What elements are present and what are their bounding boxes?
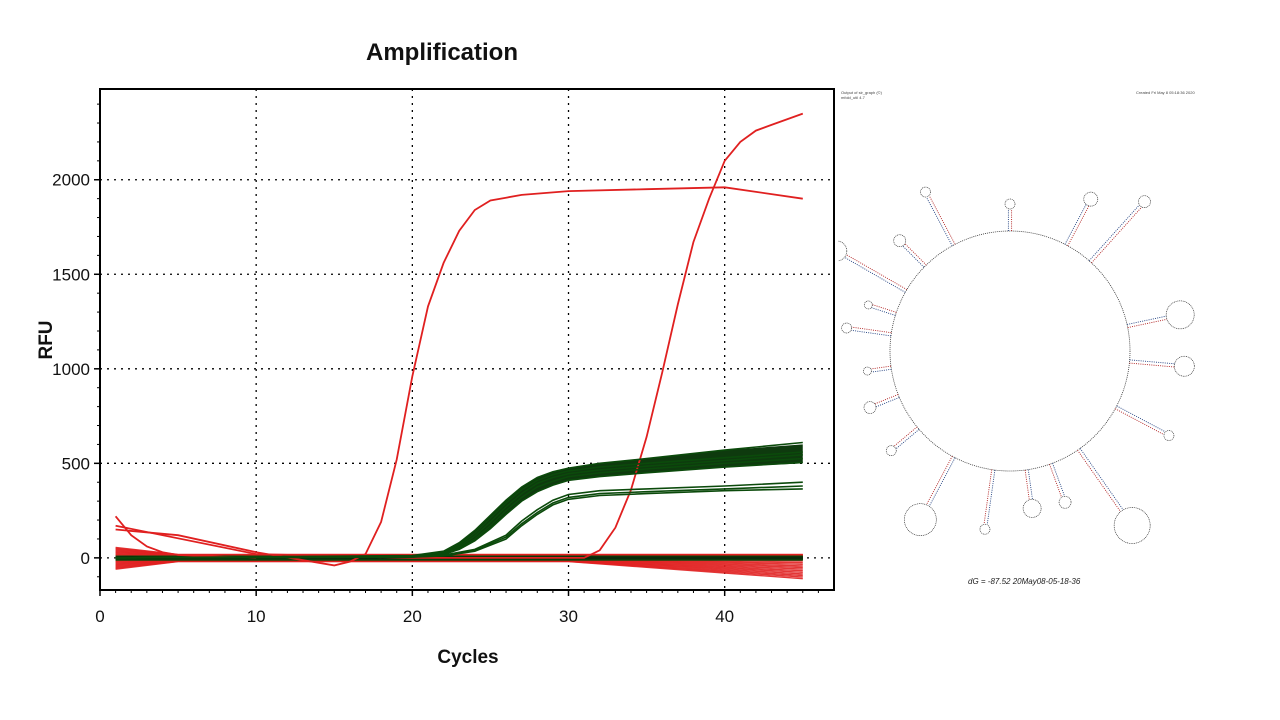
series-line-red-0 bbox=[115, 186, 803, 567]
rna-secondary-structure: Output of sir_graph (©) mfold_util 4.7 C… bbox=[838, 90, 1195, 586]
stem-strand bbox=[1129, 362, 1175, 368]
stem-strand bbox=[1127, 318, 1167, 329]
stem-strand bbox=[1114, 408, 1164, 435]
hairpin-loop bbox=[1022, 499, 1042, 518]
hairpin-loop bbox=[863, 300, 873, 310]
hairpin-loop bbox=[1058, 495, 1072, 509]
plot-frame bbox=[99, 88, 835, 591]
rna-header-left: Output of sir_graph (©) bbox=[841, 90, 883, 95]
hairpin-loop bbox=[1138, 195, 1151, 208]
y-tick-label: 0 bbox=[81, 549, 90, 568]
hairpin-loop bbox=[1004, 198, 1016, 210]
energy-label: dG = -87.52 20May08-05-18-36 bbox=[968, 577, 1081, 586]
stem-strand bbox=[871, 365, 892, 370]
stem-strand bbox=[871, 368, 892, 373]
stem-strand bbox=[926, 197, 953, 247]
stem-strand bbox=[928, 195, 956, 245]
axes bbox=[94, 88, 835, 596]
series-line-green-4 bbox=[115, 454, 803, 559]
stem-strand bbox=[846, 254, 908, 291]
rna-header-left-2: mfold_util 4.7 bbox=[841, 95, 866, 100]
stem-strand bbox=[1116, 405, 1166, 433]
stem-strand bbox=[851, 329, 892, 337]
hairpin-loop bbox=[1083, 191, 1099, 207]
stem-strand bbox=[1077, 449, 1121, 512]
y-tick-label: 500 bbox=[62, 454, 90, 473]
stem-strand bbox=[1064, 204, 1087, 245]
stem-strand bbox=[1067, 205, 1090, 247]
stem-strand bbox=[893, 426, 918, 447]
y-tick-label: 1000 bbox=[52, 360, 90, 379]
stem-strand bbox=[1126, 315, 1167, 325]
hairpin-loop bbox=[979, 523, 991, 535]
stem-strand bbox=[1027, 469, 1033, 500]
stem-strand bbox=[1049, 464, 1062, 498]
hairpin-loop bbox=[841, 322, 852, 334]
stem-strand bbox=[871, 307, 896, 316]
hairpin-loop bbox=[838, 240, 848, 262]
stem-strand bbox=[1088, 204, 1140, 262]
rna-header-right: Created Fri May 8 05:18:36 2020 bbox=[1136, 90, 1195, 95]
stem-strand bbox=[983, 469, 993, 525]
stem-strand bbox=[904, 243, 927, 266]
hairpin-loop bbox=[863, 366, 872, 376]
stem-strand bbox=[1091, 206, 1143, 264]
hairpin-loop bbox=[1165, 300, 1195, 330]
hairpin-loop bbox=[920, 186, 931, 198]
x-tick-label: 40 bbox=[715, 607, 734, 626]
stem-strand bbox=[895, 429, 920, 449]
stem-strand bbox=[844, 256, 906, 293]
x-tick-label: 20 bbox=[403, 607, 422, 626]
x-tick-label: 0 bbox=[95, 607, 104, 626]
series-line-red-1 bbox=[115, 112, 804, 559]
stem-strand bbox=[851, 326, 892, 334]
stem-strand bbox=[1129, 359, 1175, 365]
stem-strand bbox=[926, 455, 953, 505]
series-line-green-3 bbox=[115, 451, 803, 559]
y-tick-label: 2000 bbox=[52, 171, 90, 190]
rna-structure-drawing bbox=[838, 186, 1195, 544]
hairpin-loop bbox=[1173, 355, 1195, 377]
series-line-green-7 bbox=[115, 441, 803, 559]
x-tick-label: 10 bbox=[247, 607, 266, 626]
stem-strand bbox=[1079, 448, 1124, 511]
stem-strand bbox=[986, 469, 996, 525]
stem-strand bbox=[1052, 463, 1065, 497]
main-loop bbox=[889, 230, 1131, 472]
series-lines bbox=[114, 112, 804, 567]
stem-strand bbox=[902, 245, 925, 268]
hairpin-loop bbox=[1163, 430, 1175, 441]
hairpin-loop bbox=[885, 445, 897, 456]
tick-labels: 0 10 20 30 40 0 500 1000 1500 2000 bbox=[52, 171, 734, 626]
hairpin-loop bbox=[863, 401, 877, 414]
hairpin-loop bbox=[1113, 507, 1151, 544]
y-axis-label: RFU bbox=[36, 320, 57, 359]
hairpin-loop bbox=[893, 234, 907, 248]
x-tick-label: 30 bbox=[559, 607, 578, 626]
y-tick-label: 1500 bbox=[52, 265, 90, 284]
stem-strand bbox=[1024, 469, 1030, 500]
series-line-green-6 bbox=[115, 461, 803, 559]
stem-strand bbox=[872, 304, 897, 313]
series-line-green-10 bbox=[115, 481, 803, 559]
x-axis-label: Cycles bbox=[437, 647, 498, 668]
stem-strand bbox=[928, 457, 956, 507]
chart-title: Amplification bbox=[366, 39, 518, 66]
hairpin-loop bbox=[903, 503, 937, 536]
